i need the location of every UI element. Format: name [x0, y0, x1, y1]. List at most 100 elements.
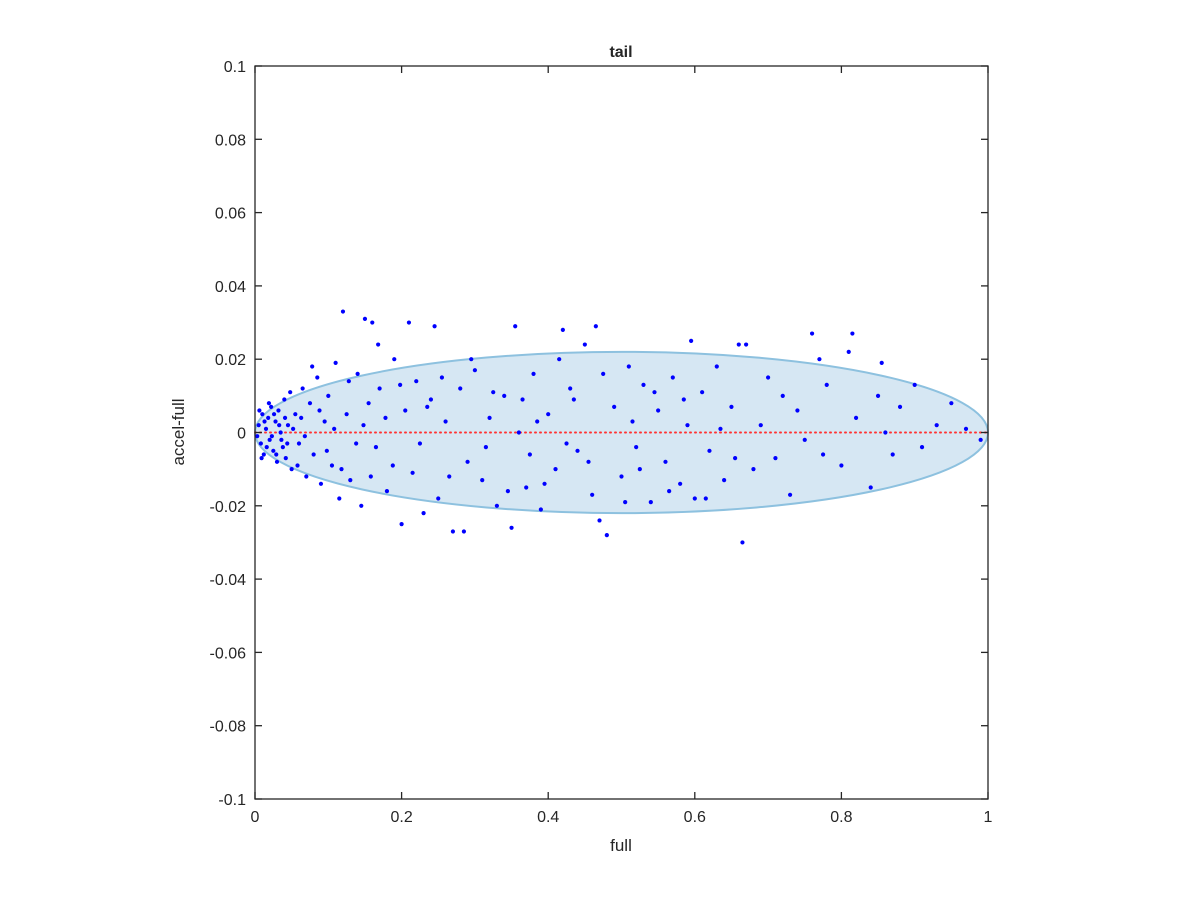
point: [406, 320, 412, 325]
point: [317, 408, 322, 413]
point: [315, 375, 320, 380]
point: [787, 492, 793, 497]
point: [934, 423, 939, 428]
point: [337, 496, 342, 501]
point: [736, 342, 741, 347]
y-tick-label: 0.04: [215, 279, 246, 296]
point: [509, 525, 514, 530]
point: [264, 445, 269, 450]
point: [505, 489, 510, 494]
point: [450, 529, 456, 534]
point: [271, 448, 276, 453]
point: [469, 357, 474, 362]
point: [487, 415, 492, 420]
point: [370, 320, 375, 325]
point: [707, 448, 712, 453]
point: [359, 503, 364, 508]
point: [318, 481, 324, 486]
point: [480, 478, 485, 483]
point: [681, 397, 686, 402]
point: [282, 397, 287, 402]
point: [383, 415, 388, 420]
point: [377, 386, 382, 391]
point: [288, 390, 293, 395]
point: [637, 467, 642, 472]
point: [593, 324, 598, 329]
point: [262, 419, 267, 424]
y-tick-label: 0.08: [215, 132, 246, 149]
point: [346, 379, 351, 384]
point: [568, 386, 573, 391]
point: [733, 456, 738, 461]
point: [513, 324, 518, 329]
point: [421, 511, 426, 516]
point: [850, 331, 855, 336]
point: [436, 496, 441, 501]
point: [291, 426, 296, 431]
point: [571, 397, 576, 402]
point: [820, 452, 826, 457]
point: [355, 371, 360, 376]
point: [564, 441, 569, 446]
point: [285, 423, 291, 428]
point: [546, 412, 551, 417]
point: [740, 540, 745, 545]
point: [949, 401, 954, 406]
point: [634, 445, 639, 450]
point: [304, 474, 309, 479]
point: [963, 426, 969, 431]
point: [257, 408, 262, 413]
point: [278, 430, 283, 435]
point: [392, 357, 397, 362]
point: [575, 448, 580, 453]
x-tick-label: 0.6: [684, 809, 706, 826]
x-tick-label: 0.2: [390, 809, 412, 826]
point: [276, 408, 281, 413]
y-tick-label: -0.08: [210, 719, 247, 736]
point: [722, 478, 727, 483]
y-tick-label: -0.06: [210, 645, 247, 662]
point: [259, 456, 264, 461]
y-axis-label: accel-full: [169, 398, 188, 465]
point: [277, 423, 282, 428]
point: [802, 437, 807, 442]
point: [623, 500, 628, 505]
point: [403, 408, 408, 413]
x-tick-label: 0.8: [830, 809, 852, 826]
point: [919, 445, 925, 450]
point: [538, 507, 543, 512]
point: [300, 386, 305, 391]
point: [273, 419, 278, 424]
point: [483, 445, 488, 450]
point: [879, 360, 884, 365]
point: [524, 485, 529, 490]
point: [399, 522, 404, 527]
point: [502, 393, 507, 398]
point: [630, 419, 635, 424]
point: [590, 492, 595, 497]
point: [700, 390, 705, 395]
point: [718, 426, 723, 431]
point: [817, 357, 822, 362]
point: [307, 401, 313, 406]
x-tick-label: 0: [251, 809, 260, 826]
point: [553, 467, 558, 472]
point: [883, 430, 888, 435]
point: [824, 382, 829, 387]
point: [266, 401, 272, 406]
point: [398, 382, 403, 387]
point: [890, 452, 895, 457]
point: [692, 496, 697, 501]
y-tick-label: 0.1: [224, 59, 246, 76]
point: [443, 419, 448, 424]
point: [689, 338, 694, 343]
point: [447, 474, 452, 479]
point: [582, 342, 587, 347]
point: [868, 485, 873, 490]
point: [269, 434, 274, 439]
point: [542, 481, 547, 486]
point: [560, 327, 565, 332]
point: [853, 415, 859, 420]
point: [670, 375, 675, 380]
